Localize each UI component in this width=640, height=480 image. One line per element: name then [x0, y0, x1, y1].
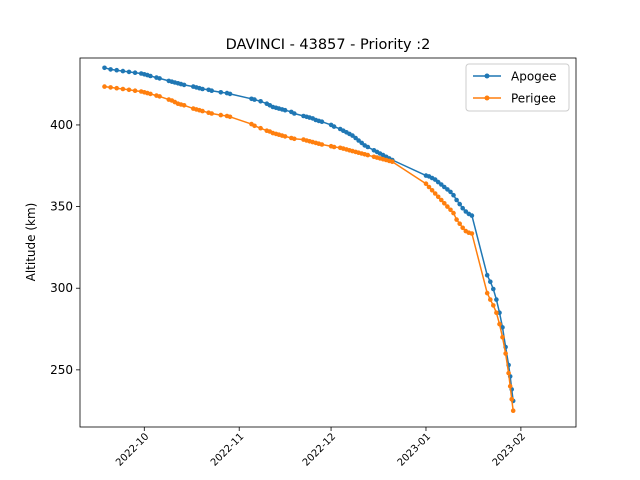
data-point-apogee — [148, 73, 153, 79]
data-point-perigee — [102, 84, 107, 89]
data-point-apogee — [319, 119, 325, 124]
data-point-perigee — [218, 112, 224, 118]
legend-label-perigee: Perigee — [511, 92, 556, 106]
data-point-apogee — [218, 90, 224, 95]
data-point-perigee — [460, 225, 466, 231]
data-point-apogee — [469, 213, 475, 218]
y-tick-label: 400 — [50, 118, 73, 132]
data-point-apogee — [292, 111, 297, 116]
data-point-perigee — [126, 87, 132, 93]
data-point-apogee — [209, 88, 214, 93]
data-point-apogee — [454, 197, 459, 203]
data-point-perigee — [258, 125, 263, 131]
data-point-apogee — [258, 99, 263, 104]
legend-marker-perigee — [484, 95, 490, 101]
data-point-perigee — [484, 290, 490, 296]
axes-frame — [79, 57, 577, 428]
data-point-perigee — [292, 136, 297, 142]
legend-marker-apogee — [484, 73, 490, 79]
data-point-perigee — [157, 94, 162, 99]
data-point-apogee — [494, 297, 499, 302]
data-point-perigee — [506, 370, 511, 376]
data-point-perigee — [488, 297, 493, 302]
data-point-perigee — [497, 321, 502, 327]
data-point-apogee — [181, 82, 187, 88]
data-point-apogee — [108, 67, 113, 72]
data-point-perigee — [148, 91, 153, 97]
chart-title: DAVINCI - 43857 - Priority :2 — [226, 37, 431, 53]
data-point-perigee — [448, 207, 453, 213]
data-point-apogee — [350, 133, 355, 138]
data-point-perigee — [252, 123, 257, 129]
data-point-perigee — [457, 221, 463, 226]
data-point-apogee — [365, 144, 371, 150]
legend: Apogee Perigee — [465, 63, 570, 112]
data-point-apogee — [460, 205, 466, 211]
data-point-perigee — [435, 194, 441, 200]
series-layer — [102, 65, 516, 414]
data-point-apogee — [132, 70, 138, 75]
data-point-apogee — [331, 124, 337, 129]
data-point-apogee — [126, 69, 132, 75]
legend-label-apogee: Apogee — [511, 70, 557, 84]
data-point-apogee — [451, 192, 456, 198]
data-point-apogee — [120, 68, 126, 74]
data-point-perigee — [503, 351, 508, 356]
data-point-perigee — [331, 144, 337, 150]
data-point-perigee — [108, 85, 113, 90]
data-point-apogee — [157, 76, 162, 81]
data-point-apogee — [445, 187, 450, 192]
data-point-perigee — [423, 181, 429, 186]
data-point-perigee — [209, 111, 214, 116]
data-point-perigee — [507, 383, 513, 389]
data-point-apogee — [435, 179, 441, 185]
data-point-perigee — [114, 85, 119, 91]
data-point-apogee — [488, 279, 493, 285]
data-point-perigee — [442, 201, 447, 206]
y-tick-label: 350 — [50, 200, 73, 214]
data-point-perigee — [509, 396, 514, 402]
data-point-apogee — [282, 107, 288, 113]
data-point-apogee — [114, 67, 119, 73]
data-point-apogee — [252, 97, 257, 102]
plot-area — [79, 57, 577, 428]
data-point-perigee — [282, 134, 288, 139]
data-point-perigee — [469, 231, 475, 236]
data-point-perigee — [227, 114, 233, 120]
data-point-perigee — [491, 303, 496, 308]
data-point-apogee — [356, 138, 361, 143]
data-point-perigee — [454, 217, 459, 222]
data-point-apogee — [500, 325, 505, 330]
data-point-perigee — [390, 159, 395, 164]
data-point-apogee — [457, 201, 463, 207]
data-point-perigee — [319, 142, 325, 147]
data-point-apogee — [491, 286, 496, 292]
data-point-perigee — [181, 103, 187, 108]
data-point-perigee — [439, 197, 444, 203]
data-point-perigee — [426, 184, 432, 190]
y-axis: 250 300 350 400 — [50, 118, 80, 377]
data-point-perigee — [451, 210, 456, 216]
data-point-perigee — [132, 88, 138, 93]
y-axis-label: Altitude (km) — [24, 203, 38, 282]
data-point-perigee — [200, 108, 205, 114]
data-point-perigee — [500, 334, 505, 340]
data-point-perigee — [510, 408, 516, 414]
data-point-apogee — [200, 86, 205, 92]
data-point-apogee — [442, 184, 447, 190]
data-point-apogee — [448, 189, 453, 195]
data-point-perigee — [429, 188, 435, 193]
data-point-perigee — [120, 86, 126, 92]
data-point-perigee — [432, 191, 438, 196]
data-point-apogee — [484, 272, 490, 278]
data-point-apogee — [227, 91, 233, 97]
data-point-perigee — [494, 310, 499, 316]
data-point-perigee — [365, 152, 371, 158]
y-tick-label: 250 — [50, 363, 73, 377]
data-point-perigee — [445, 204, 450, 209]
y-tick-label: 300 — [50, 281, 73, 295]
data-point-apogee — [102, 65, 107, 71]
